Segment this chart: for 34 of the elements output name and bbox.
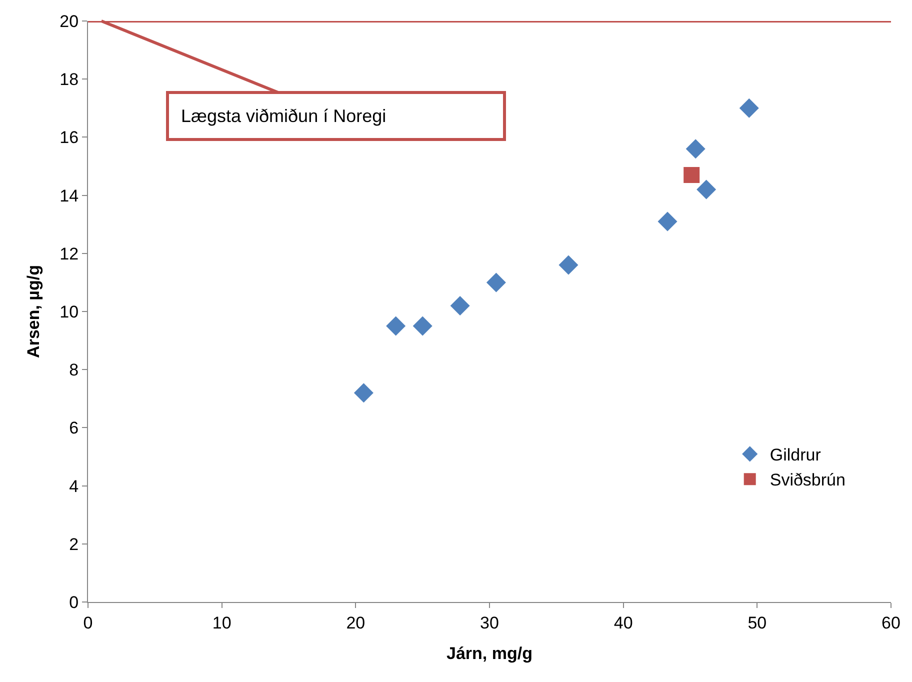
point [684, 166, 700, 183]
y-tick-label: 10 [60, 302, 79, 322]
x-axis-title: Járn, mg/g [446, 644, 532, 663]
point [412, 316, 432, 336]
point [686, 139, 706, 159]
y-tick-label: 8 [69, 360, 79, 380]
y-tick-label: 6 [69, 418, 79, 438]
point [739, 98, 759, 118]
point [386, 316, 406, 336]
y-tick-label: 20 [60, 12, 79, 31]
point [696, 180, 716, 200]
point [486, 272, 506, 292]
x-tick-label: 10 [212, 613, 232, 632]
annotation: Lægsta viðmiðun í Noregi [181, 106, 386, 126]
legend-label: Sviðsbrún [770, 470, 846, 490]
x-tick-label: 40 [614, 613, 633, 632]
y-tick-label: 18 [60, 70, 79, 90]
y-axis-title: Arsen, µg/g [24, 265, 44, 358]
y-tick-label: 14 [60, 186, 79, 206]
point [354, 383, 374, 403]
x-tick-label: 60 [882, 613, 900, 632]
y-tick-label: 12 [60, 244, 79, 264]
point [450, 296, 470, 316]
y-tick-label: 16 [60, 128, 79, 148]
point [558, 255, 578, 275]
x-tick-label: 30 [480, 613, 499, 632]
legend-label: Gildrur [770, 446, 822, 465]
x-tick-label: 0 [83, 613, 93, 632]
y-tick-label: 2 [69, 534, 79, 554]
y-tick-label: 0 [69, 592, 79, 612]
x-tick-label: 20 [346, 613, 366, 632]
x-tick-label: 50 [748, 613, 767, 632]
point [658, 212, 678, 232]
y-tick-label: 4 [69, 476, 79, 496]
